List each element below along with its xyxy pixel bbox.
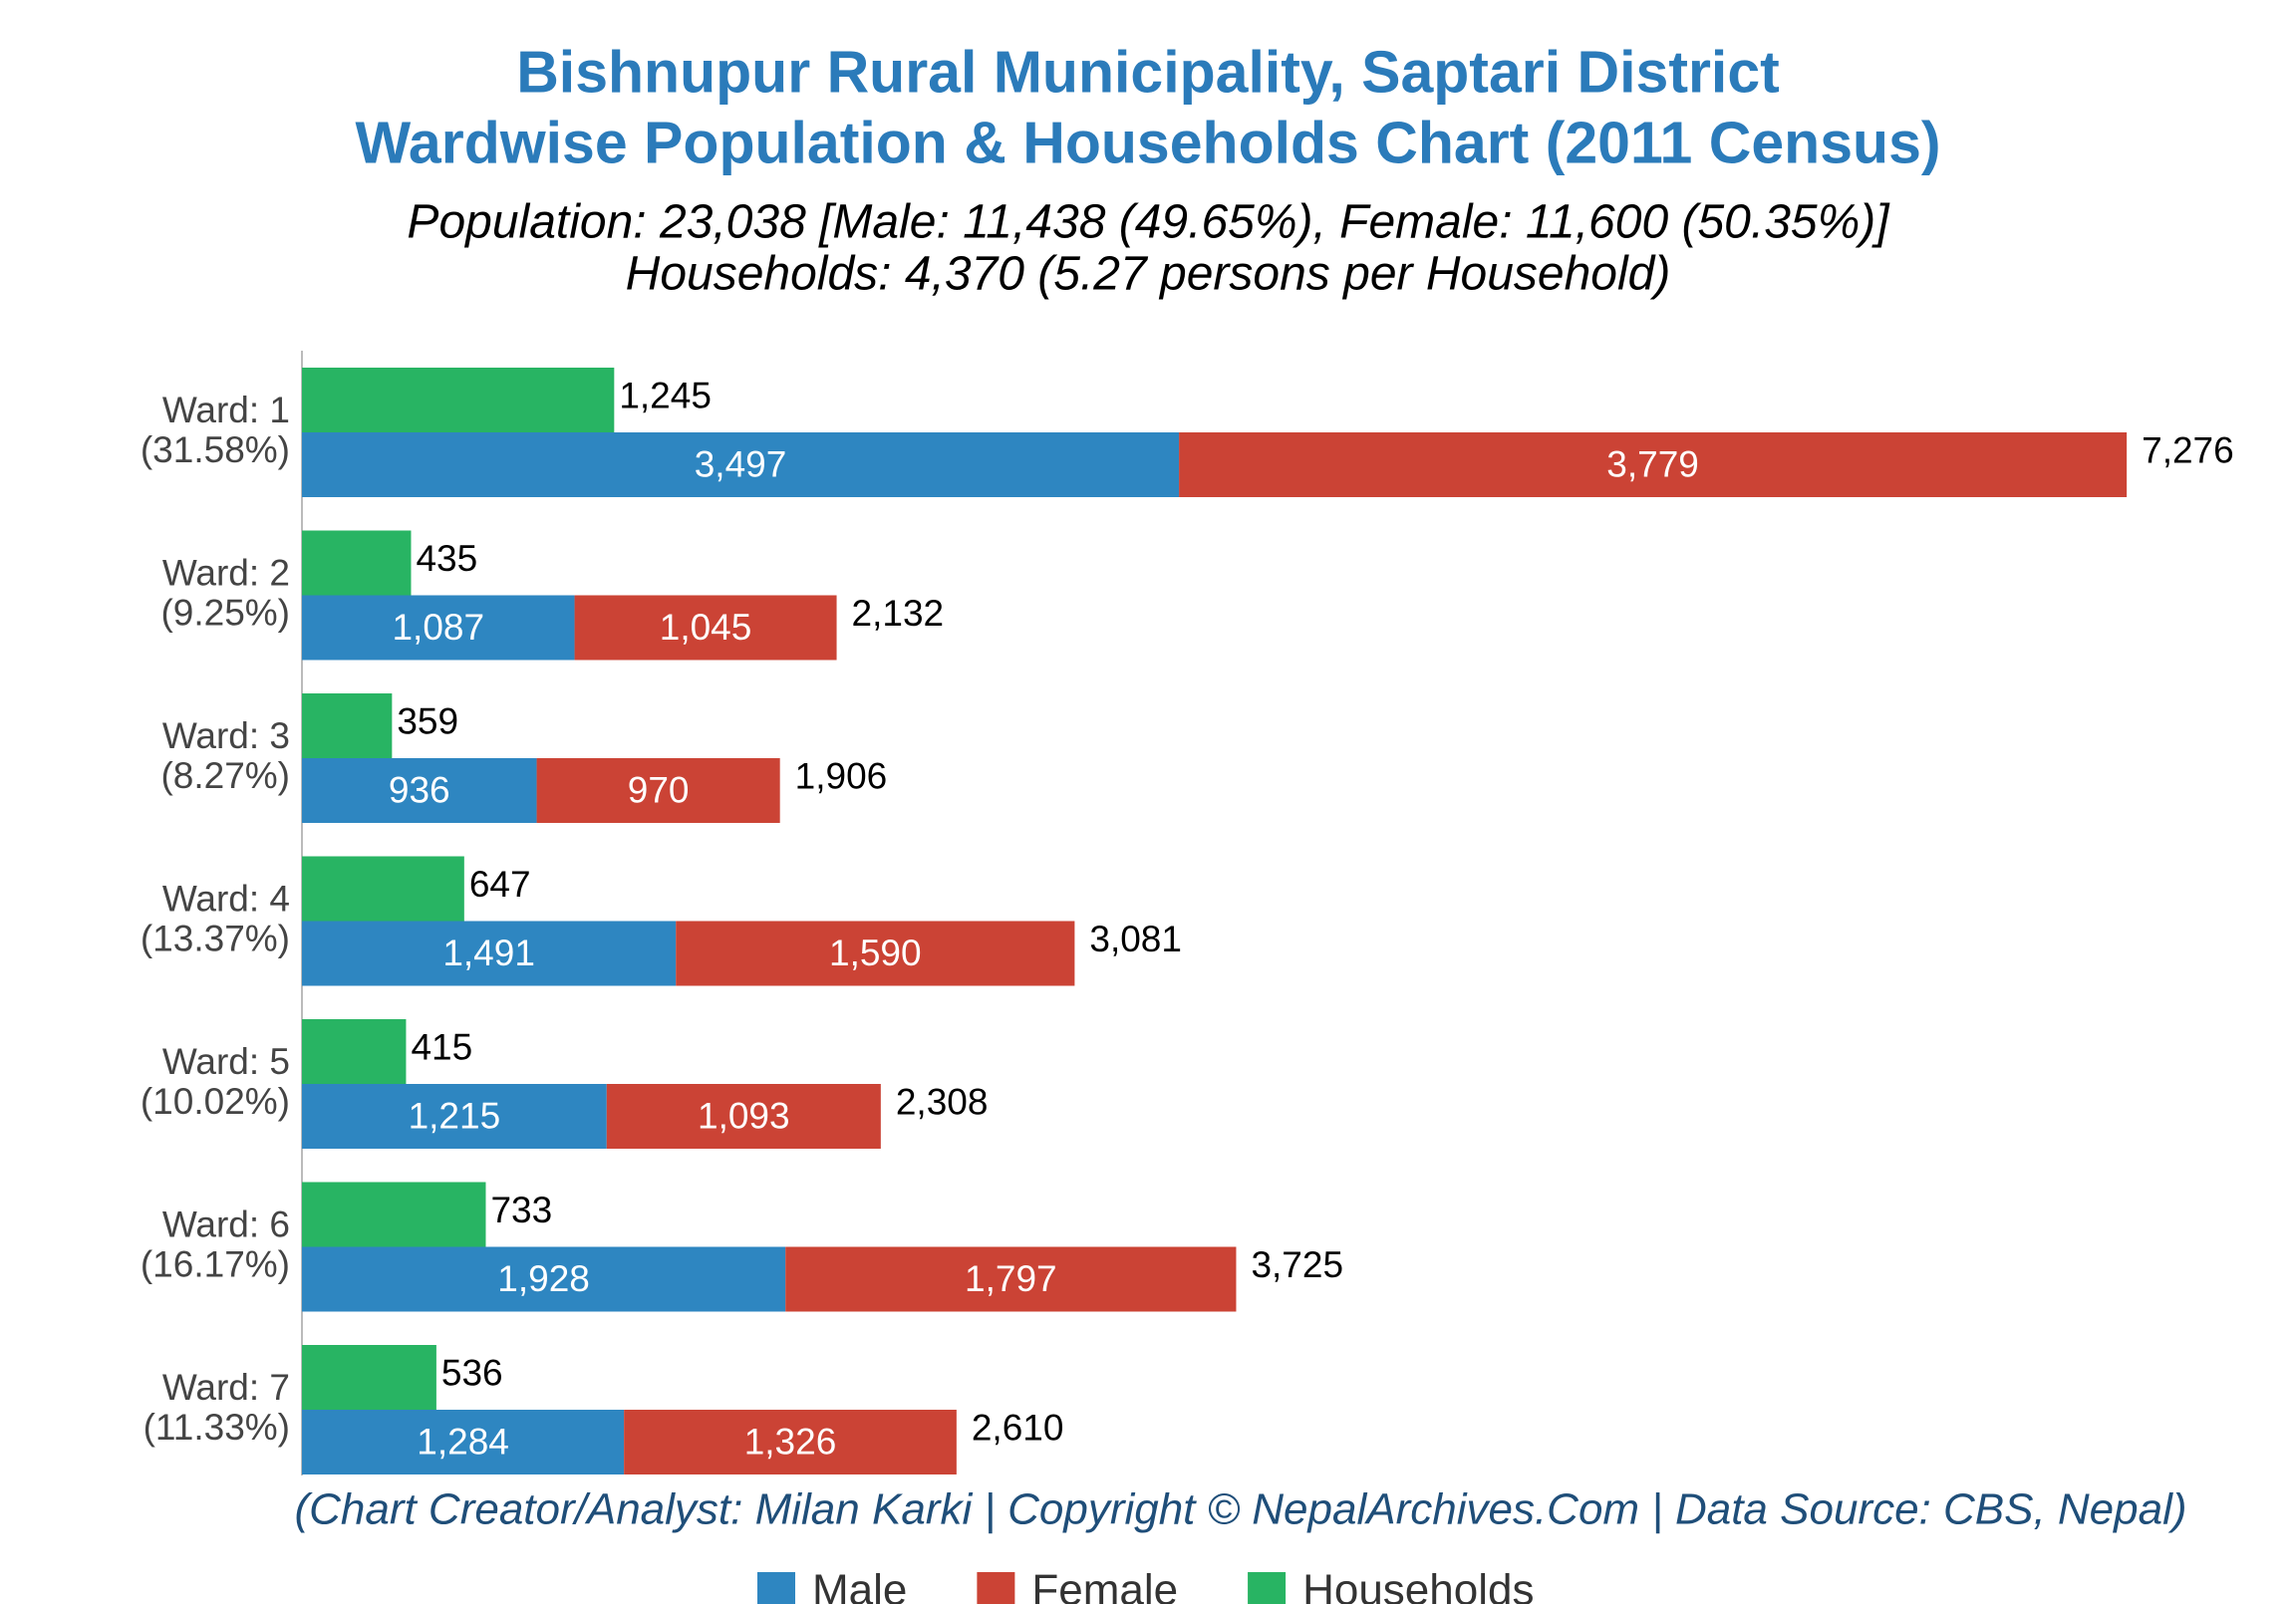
value-label: 3,497 [695, 443, 787, 484]
bar [302, 1084, 607, 1149]
legend-label: Households [1302, 1566, 1534, 1604]
bar [302, 595, 575, 661]
total-label: 2,132 [852, 593, 945, 634]
chart-title: Bishnupur Rural Municipality, Saptari Di… [516, 40, 1780, 106]
y-tick-label: Ward: 1 [162, 390, 290, 430]
bar [302, 856, 464, 922]
value-label: 647 [469, 864, 531, 905]
y-tick-label: (13.37%) [141, 918, 290, 958]
legend-label: Male [812, 1566, 907, 1604]
total-label: 2,610 [972, 1407, 1064, 1448]
value-label: 536 [441, 1352, 503, 1393]
bar [536, 758, 780, 823]
chart-title: Wardwise Population & Households Chart (… [355, 111, 1940, 176]
bar [302, 758, 537, 823]
legend-label: Female [1031, 1566, 1178, 1604]
bar [624, 1410, 957, 1474]
value-label: 435 [416, 538, 477, 579]
value-label: 1,491 [442, 933, 535, 973]
y-tick-label: (11.33%) [144, 1407, 290, 1448]
bar [302, 1345, 436, 1410]
bar [302, 432, 1180, 497]
bar [302, 1410, 625, 1474]
bar [302, 1019, 407, 1084]
y-tick-label: (9.25%) [160, 592, 290, 633]
value-label: 936 [389, 769, 450, 810]
total-label: 2,308 [896, 1081, 989, 1122]
value-label: 415 [411, 1026, 472, 1067]
total-label: 7,276 [2142, 429, 2234, 470]
bar [302, 1246, 786, 1312]
value-label: 1,326 [744, 1421, 837, 1462]
bar [574, 595, 837, 661]
legend-swatch [757, 1572, 795, 1604]
y-tick-label: (8.27%) [160, 755, 290, 796]
y-tick-label: Ward: 2 [162, 552, 290, 593]
bar [302, 1182, 486, 1247]
bar [302, 921, 677, 986]
y-tick-label: Ward: 3 [162, 715, 290, 756]
value-label: 1,045 [660, 607, 752, 648]
value-label: 359 [397, 700, 458, 741]
value-label: 1,087 [392, 607, 484, 648]
bar [302, 530, 412, 596]
value-label: 1,093 [698, 1095, 790, 1136]
value-label: 970 [628, 769, 690, 810]
bar [676, 921, 1075, 986]
y-tick-label: Ward: 4 [162, 878, 290, 919]
y-tick-label: (10.02%) [141, 1081, 290, 1122]
value-label: 1,284 [417, 1421, 509, 1462]
value-label: 1,797 [965, 1258, 1057, 1299]
total-label: 3,725 [1251, 1244, 1343, 1285]
chart-subtitle: Households: 4,370 (5.27 persons per Hous… [626, 248, 1671, 301]
value-label: 1,590 [829, 933, 922, 973]
bar [785, 1246, 1237, 1312]
bar [606, 1084, 881, 1149]
value-label: 733 [490, 1190, 552, 1230]
footer: (Chart Creator/Analyst: Milan Karki | Co… [294, 1485, 2186, 1534]
value-label: 1,245 [619, 375, 712, 415]
legend-swatch [977, 1572, 1015, 1604]
total-label: 1,906 [795, 755, 888, 796]
total-label: 3,081 [1089, 919, 1182, 959]
y-tick-label: (16.17%) [141, 1243, 290, 1284]
y-tick-label: (31.58%) [141, 429, 290, 470]
bar [1179, 432, 2128, 497]
bar [302, 368, 615, 432]
value-label: 1,928 [497, 1258, 590, 1299]
chart-subtitle: Population: 23,038 [Male: 11,438 (49.65%… [407, 196, 1890, 249]
value-label: 1,215 [409, 1095, 501, 1136]
bar [302, 693, 393, 758]
y-tick-label: Ward: 5 [162, 1041, 290, 1082]
y-tick-label: Ward: 6 [162, 1203, 290, 1244]
legend-swatch [1248, 1572, 1287, 1604]
value-label: 3,779 [1606, 443, 1699, 484]
y-tick-label: Ward: 7 [162, 1367, 290, 1408]
